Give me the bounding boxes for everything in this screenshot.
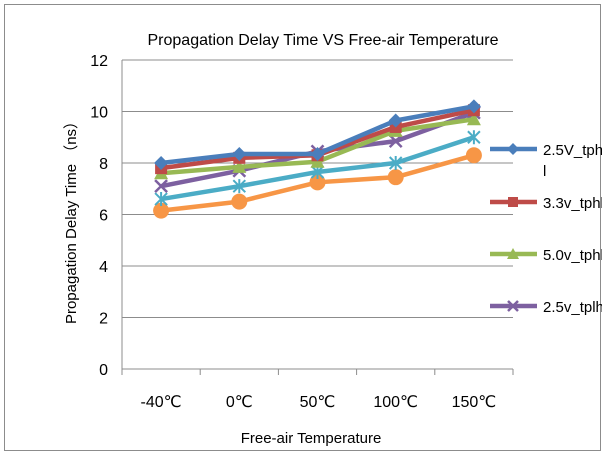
data-point bbox=[388, 113, 403, 128]
legend-label: 5.0v_tphl bbox=[543, 247, 602, 264]
legend-item: 2.5V_tphl bbox=[490, 142, 602, 180]
x-tick-label: -40℃ bbox=[141, 394, 182, 411]
data-point bbox=[507, 143, 519, 155]
x-tick-label: 150℃ bbox=[452, 394, 497, 411]
data-point bbox=[232, 159, 247, 173]
y-tick-label: 8 bbox=[99, 156, 108, 173]
data-point bbox=[388, 156, 403, 170]
y-axis-title: Propagation Delay Time （ns） bbox=[63, 114, 80, 324]
data-point bbox=[154, 179, 168, 194]
series-group bbox=[153, 99, 482, 219]
data-point bbox=[467, 130, 481, 145]
y-tick-label: 2 bbox=[99, 311, 108, 328]
data-point bbox=[232, 179, 247, 194]
y-tick-label: 10 bbox=[90, 105, 108, 122]
data-point bbox=[154, 156, 169, 170]
legend-label: l bbox=[543, 163, 546, 180]
legend: 2.5V_tphl 3.3v_tphl 5.0v_tphl 2.5v_tplh bbox=[490, 142, 602, 316]
y-tick-label: 12 bbox=[90, 53, 108, 70]
data-point bbox=[465, 147, 482, 164]
x-axis-title: Free-air Temperature bbox=[241, 430, 382, 447]
y-tick-label: 6 bbox=[99, 208, 108, 225]
data-point bbox=[507, 248, 519, 259]
chart-frame: Propagation Delay Time VS Free-air Tempe… bbox=[4, 4, 602, 451]
data-point bbox=[507, 300, 519, 312]
data-point bbox=[231, 193, 248, 210]
y-axis-ticks: 0 2 4 6 8 10 12 bbox=[90, 53, 108, 379]
x-tick-label: 50℃ bbox=[300, 394, 336, 411]
legend-item: 5.0v_tphl bbox=[490, 247, 602, 264]
legend-item: 3.3v_tphl bbox=[490, 195, 602, 212]
series-5 bbox=[154, 130, 481, 207]
data-point bbox=[153, 202, 170, 219]
line-chart: Propagation Delay Time VS Free-air Tempe… bbox=[63, 32, 602, 447]
data-point bbox=[154, 192, 168, 207]
data-point bbox=[466, 99, 481, 114]
legend-label: 2.5v_tplh bbox=[543, 299, 602, 316]
data-point bbox=[466, 112, 481, 126]
x-tick-label: 0℃ bbox=[226, 394, 253, 411]
series-6 bbox=[153, 147, 482, 219]
chart-title: Propagation Delay Time VS Free-air Tempe… bbox=[148, 32, 499, 49]
x-tick-label: 100℃ bbox=[373, 394, 418, 411]
legend-item: 2.5v_tplh bbox=[490, 299, 602, 316]
data-point bbox=[310, 146, 325, 161]
data-point bbox=[387, 169, 404, 186]
series-1 bbox=[154, 99, 481, 170]
data-point bbox=[232, 146, 247, 161]
grid-lines bbox=[122, 59, 513, 370]
data-point bbox=[309, 174, 326, 191]
y-tick-label: 0 bbox=[99, 362, 108, 379]
legend-label: 2.5V_tph bbox=[543, 142, 602, 159]
legend-label: 3.3v_tphl bbox=[543, 195, 602, 212]
data-point bbox=[508, 197, 518, 207]
y-tick-label: 4 bbox=[99, 259, 108, 276]
data-point bbox=[388, 134, 403, 148]
x-axis: -40℃ 0℃ 50℃ 100℃ 150℃ bbox=[121, 60, 514, 411]
